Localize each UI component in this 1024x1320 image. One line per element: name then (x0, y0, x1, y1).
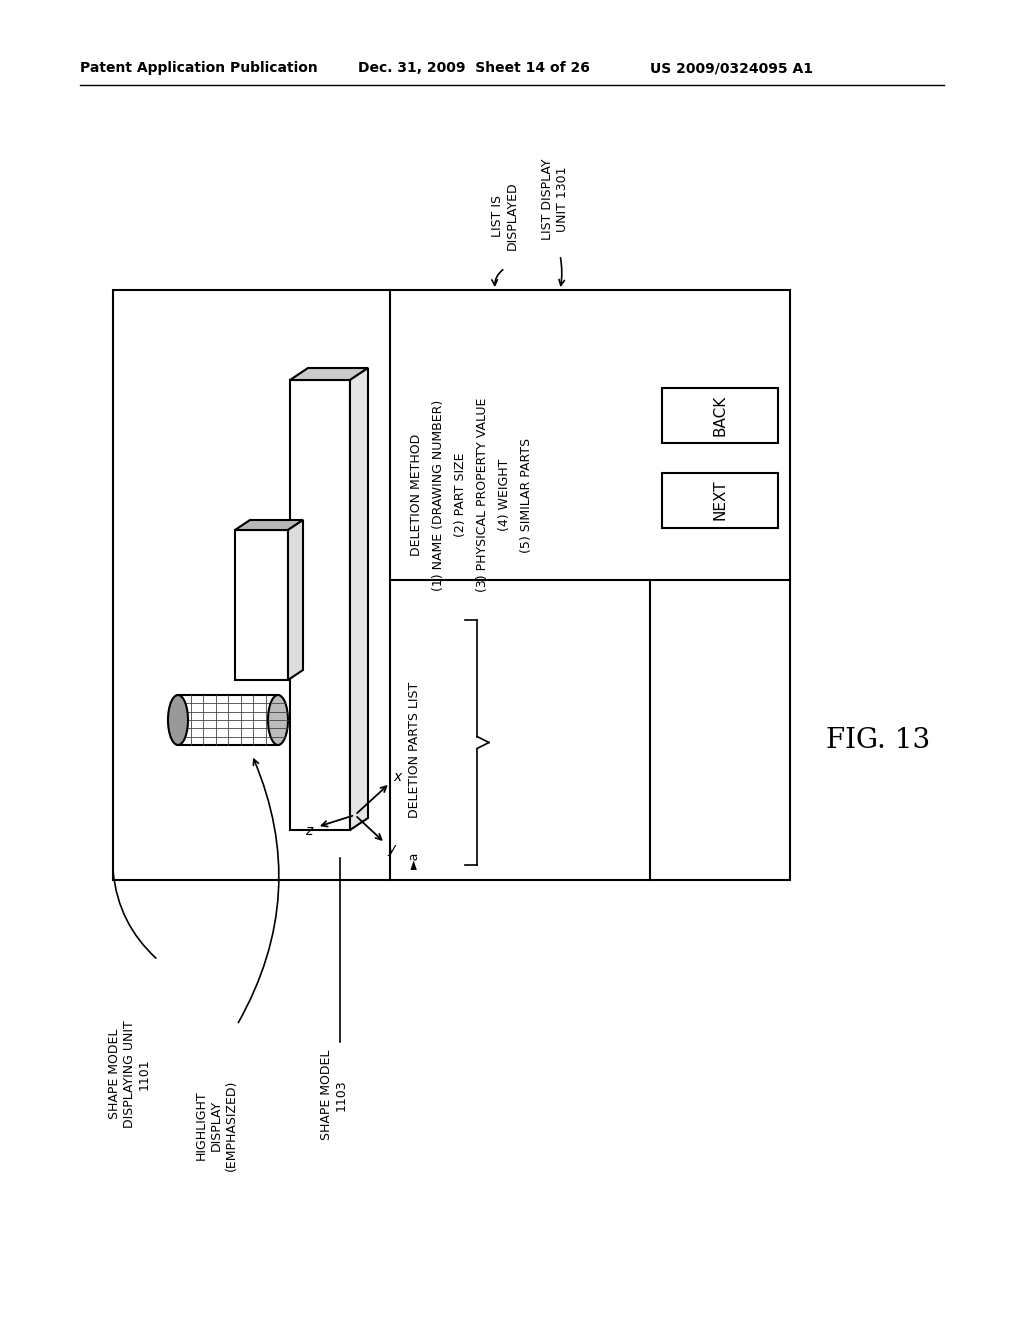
Text: SHAPE MODEL
1103: SHAPE MODEL 1103 (319, 1049, 348, 1140)
Polygon shape (234, 520, 303, 531)
Text: BACK: BACK (713, 395, 727, 436)
Text: LIST DISPLAY
UNIT 1301: LIST DISPLAY UNIT 1301 (541, 158, 569, 240)
Bar (178, 696, 278, 744)
Text: (4) WEIGHT: (4) WEIGHT (498, 459, 511, 531)
Text: DELETION METHOD: DELETION METHOD (410, 434, 423, 556)
Text: LIST IS
DISPLAYED: LIST IS DISPLAYED (490, 181, 519, 249)
Polygon shape (290, 380, 350, 830)
Text: HIGHLIGHT
DISPLAY
(EMPHASIZED): HIGHLIGHT DISPLAY (EMPHASIZED) (195, 1080, 238, 1171)
Text: z: z (305, 824, 312, 838)
Text: (5) SIMILAR PARTS: (5) SIMILAR PARTS (520, 437, 534, 553)
Ellipse shape (268, 696, 288, 744)
Text: DELETION PARTS LIST: DELETION PARTS LIST (408, 682, 421, 818)
Text: Dec. 31, 2009  Sheet 14 of 26: Dec. 31, 2009 Sheet 14 of 26 (358, 61, 590, 75)
Bar (662, 388, 778, 442)
Text: (3) PHYSICAL PROPERTY VALUE: (3) PHYSICAL PROPERTY VALUE (476, 397, 489, 593)
Text: Patent Application Publication: Patent Application Publication (80, 61, 317, 75)
Polygon shape (234, 531, 288, 680)
Bar (113, 290, 790, 880)
Text: ►a: ►a (408, 851, 421, 869)
Ellipse shape (168, 696, 188, 744)
Text: NEXT: NEXT (713, 479, 727, 520)
Text: (2) PART SIZE: (2) PART SIZE (454, 453, 467, 537)
Text: FIG. 13: FIG. 13 (826, 726, 930, 754)
Text: (1) NAME (DRAWING NUMBER): (1) NAME (DRAWING NUMBER) (432, 400, 445, 590)
Text: US 2009/0324095 A1: US 2009/0324095 A1 (650, 61, 813, 75)
Polygon shape (288, 520, 303, 680)
Text: y: y (387, 842, 395, 855)
Polygon shape (350, 368, 368, 830)
Polygon shape (290, 368, 368, 380)
Bar (662, 473, 778, 528)
Text: x: x (393, 770, 401, 784)
Text: SHAPE MODEL
DISPLAYING UNIT
1101: SHAPE MODEL DISPLAYING UNIT 1101 (108, 1020, 151, 1127)
